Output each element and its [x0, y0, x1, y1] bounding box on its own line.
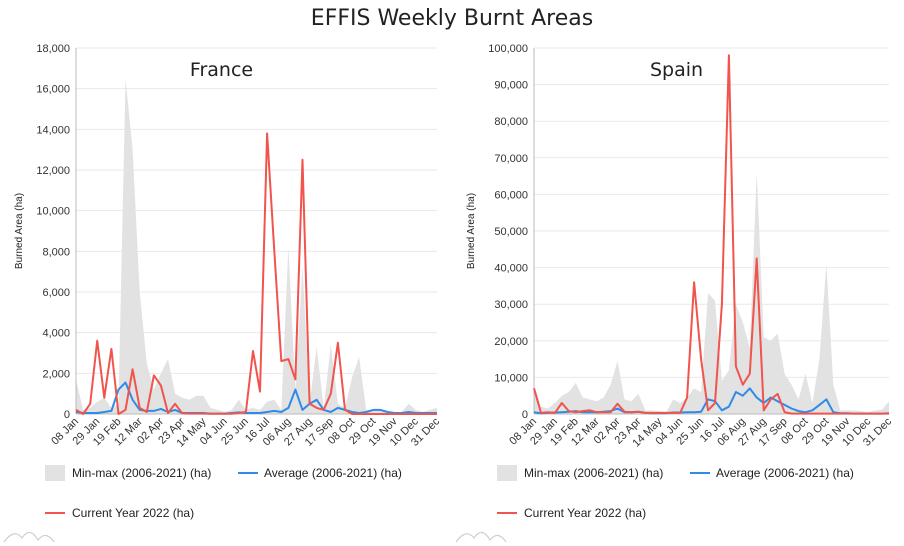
y-tick-label: 0	[64, 409, 70, 421]
y-tick-label: 12,000	[36, 165, 70, 177]
watermark-logo	[3, 531, 55, 543]
y-tick-label: 50,000	[494, 226, 528, 238]
y-tick-label: 4,000	[42, 328, 70, 340]
spain-chart: 0 10,000 20,000 30,000 40,000 50,000 60,000 70,…	[455, 43, 894, 543]
legend: Min-max (2006-2021) (ha) Average (2006-20…	[497, 465, 854, 520]
y-tick-label: 10,000	[494, 372, 528, 384]
y-tick-label: 60,000	[494, 189, 528, 201]
y-tick-label: 80,000	[494, 116, 528, 128]
y-tick-label: 2,000	[42, 368, 70, 380]
average-series-line	[75, 381, 437, 415]
y-tick-label: 18,000	[36, 43, 70, 55]
y-tick-label: 10,000	[36, 206, 70, 218]
country-label: France	[190, 59, 253, 81]
legend-current-label: Current Year 2022 (ha)	[72, 506, 194, 520]
legend-minmax-swatch	[45, 465, 65, 481]
y-axis-label: Burned Area (ha)	[14, 193, 25, 269]
minmax-area	[76, 78, 437, 414]
country-label: Spain	[650, 59, 703, 81]
legend-current-label: Current Year 2022 (ha)	[524, 506, 646, 520]
y-tick-label: 20,000	[494, 336, 528, 348]
y-tick-label: 0	[522, 409, 528, 421]
current-year-series-line	[75, 132, 437, 415]
legend-minmax-label: Min-max (2006-2021) (ha)	[72, 466, 211, 480]
y-tick-label: 8,000	[42, 246, 70, 258]
y-tick-label: 30,000	[494, 299, 528, 311]
legend-average-label: Average (2006-2021) (ha)	[264, 466, 402, 480]
y-tick-label: 40,000	[494, 263, 528, 275]
chart-title: EFFIS Weekly Burnt Areas	[310, 6, 594, 31]
y-tick-label: 100,000	[488, 43, 528, 55]
legend-minmax-swatch	[497, 465, 517, 481]
y-tick-label: 16,000	[36, 84, 70, 96]
y-axis-label: Burned Area (ha)	[466, 193, 477, 269]
watermark-logo	[455, 531, 507, 543]
y-tick-label: 90,000	[494, 80, 528, 92]
current-year-series-line	[533, 54, 889, 415]
minmax-area	[534, 172, 889, 414]
y-tick-label: 14,000	[36, 124, 70, 136]
legend-average-label: Average (2006-2021) (ha)	[716, 466, 854, 480]
legend: Min-max (2006-2021) (ha) Average (2006-20…	[45, 465, 402, 520]
y-tick-label: 70,000	[494, 153, 528, 165]
legend-minmax-label: Min-max (2006-2021) (ha)	[524, 466, 663, 480]
france-chart: 0 2,000 4,000 6,000 8,000 10,000 12,000 14,000 1…	[3, 43, 442, 543]
y-tick-label: 6,000	[42, 287, 70, 299]
